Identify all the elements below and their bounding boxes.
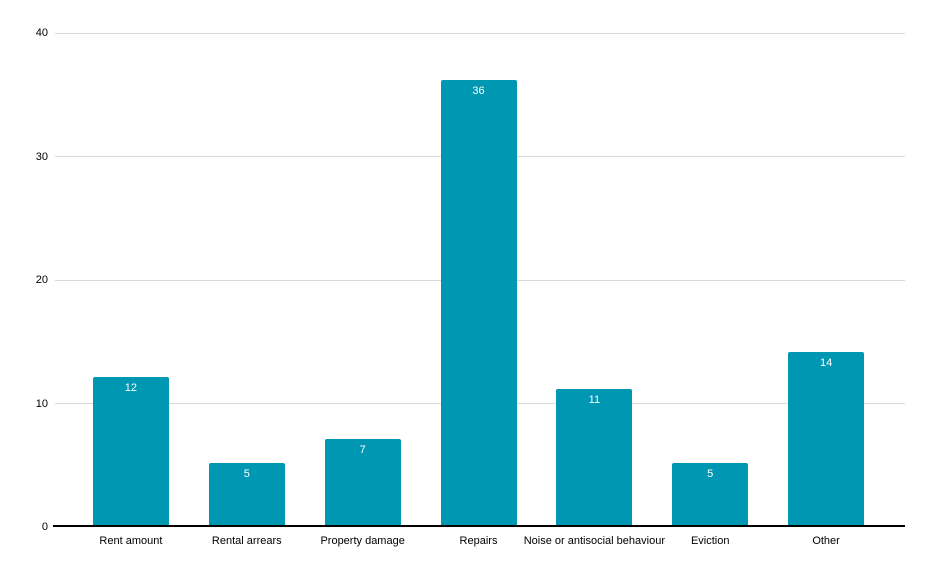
y-tick-label: 10 <box>35 397 48 410</box>
x-axis-baseline <box>53 525 905 527</box>
x-axis-category-label: Rent amount <box>99 535 163 547</box>
bar-value-label: 14 <box>819 357 833 370</box>
x-axis-category-label: Other <box>812 535 840 547</box>
bar-slot: 5 Eviction <box>652 33 768 547</box>
x-axis-category-label: Noise or antisocial behaviour <box>523 535 665 547</box>
y-tick-label: 20 <box>35 274 48 286</box>
bar-eviction: 5 <box>672 463 749 525</box>
plot-area: 12 Rent amount 5 Rental arrears 7 Property da… <box>53 32 905 547</box>
bar-rent-amount: 12 <box>92 376 169 525</box>
y-tick-label: 0 <box>41 521 48 533</box>
bar-slot: 14 Other <box>768 33 884 547</box>
gridline <box>55 32 905 34</box>
x-axis-category-label: Rental arrears <box>211 535 282 547</box>
bar-slot: 11 Noise or antisocial behaviour <box>524 33 665 547</box>
bar-slot: 12 Rent amount <box>73 33 189 547</box>
bars-row: 12 Rent amount 5 Rental arrears 7 Property da… <box>73 33 884 547</box>
bar-noise-or-antisocial-behaviour: 11 <box>556 389 633 525</box>
bar-value-label: 7 <box>359 443 366 456</box>
bar-slot: 5 Rental arrears <box>189 33 305 547</box>
bar-value-label: 36 <box>472 85 485 98</box>
bar-property-damage: 7 <box>324 438 401 525</box>
bar-value-label: 11 <box>588 394 601 407</box>
bar-other: 14 <box>788 352 865 525</box>
x-axis-category-label: Property damage <box>320 535 405 547</box>
bar-value-label: 5 <box>243 468 250 481</box>
bar-repairs: 36 <box>440 80 517 525</box>
y-axis-labels: 0 10 20 30 40 <box>0 0 48 577</box>
bar-slot: 36 Repairs <box>421 33 537 547</box>
y-tick-label: 30 <box>35 150 48 163</box>
bar-slot: 7 Property damage <box>305 33 421 547</box>
y-tick-label: 40 <box>35 27 48 39</box>
bar-rental-arrears: 5 <box>208 463 285 525</box>
bar-value-label: 12 <box>124 381 138 394</box>
bar-value-label: 5 <box>707 468 714 481</box>
x-axis-category-label: Eviction <box>690 535 730 547</box>
x-axis-category-label: Repairs <box>459 535 498 547</box>
